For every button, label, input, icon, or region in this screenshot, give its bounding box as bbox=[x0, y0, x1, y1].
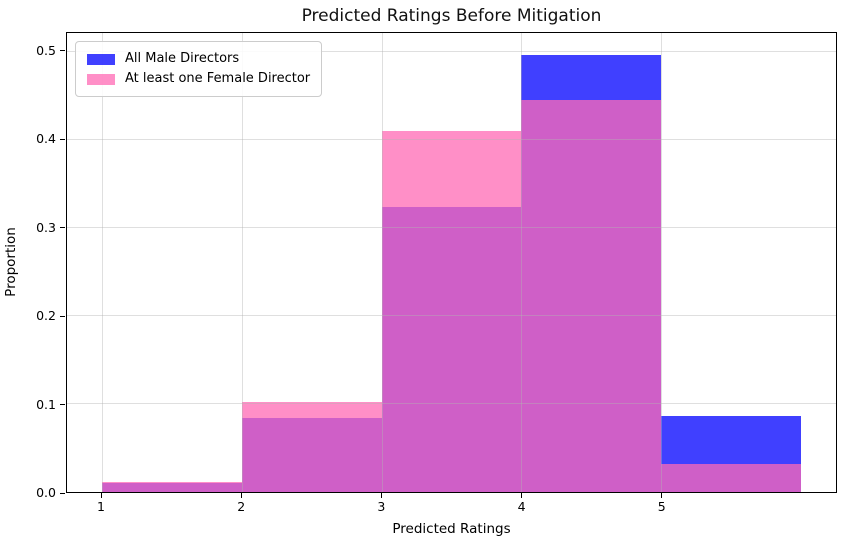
y-axis-label: Proportion bbox=[3, 227, 19, 297]
bars-layer bbox=[67, 33, 836, 492]
bar-pink-bin1 bbox=[101, 482, 242, 492]
y-tick-label-0.2: 0.2 bbox=[36, 308, 56, 324]
bar-pink-bin2 bbox=[241, 402, 382, 492]
x-tick-4 bbox=[521, 493, 523, 498]
x-tick-label-5: 5 bbox=[657, 499, 666, 514]
y-tick-label-0.4: 0.4 bbox=[36, 131, 56, 147]
gridline-y-0.2 bbox=[67, 314, 836, 316]
y-tick-label-0.3: 0.3 bbox=[36, 219, 56, 235]
legend-label: At least one Female Director bbox=[125, 71, 311, 86]
gridline-y-0.5 bbox=[67, 50, 836, 52]
y-tick-0.1 bbox=[60, 404, 65, 406]
x-tick-label-1: 1 bbox=[97, 499, 105, 514]
gridline-x-4 bbox=[521, 33, 523, 492]
gridline-x-5 bbox=[661, 33, 663, 492]
y-tick-label-0: 0.0 bbox=[36, 485, 56, 500]
legend-swatch-blue bbox=[87, 53, 115, 65]
plot-area: All Male Directors At least one Female D… bbox=[66, 32, 837, 493]
y-tick-0.5 bbox=[60, 50, 65, 52]
gridline-x-2 bbox=[241, 33, 243, 492]
grid-layer bbox=[67, 33, 836, 492]
x-tick-label-4: 4 bbox=[517, 499, 526, 514]
bar-pink-bin3 bbox=[381, 130, 522, 492]
legend-label: All Male Directors bbox=[125, 51, 240, 66]
y-tick-0.4 bbox=[60, 138, 65, 140]
x-tick-3 bbox=[380, 493, 382, 498]
x-axis-label: Predicted Ratings bbox=[392, 521, 511, 537]
gridline-y-0.4 bbox=[67, 138, 836, 140]
x-tick-label-3: 3 bbox=[377, 499, 386, 514]
legend-entry-all-male-directors: All Male Directors bbox=[87, 49, 310, 69]
bar-pink-bin4 bbox=[521, 99, 662, 492]
gridline-x-3 bbox=[381, 33, 383, 492]
gridline-y-0.3 bbox=[67, 226, 836, 228]
x-tick-5 bbox=[661, 493, 663, 498]
gridline-y-0.1 bbox=[67, 402, 836, 404]
y-tick-0 bbox=[60, 492, 65, 494]
legend-swatch-pink bbox=[87, 73, 115, 85]
x-tick-1 bbox=[100, 493, 102, 498]
y-tick-label-0.1: 0.1 bbox=[36, 396, 56, 412]
x-tick-2 bbox=[240, 493, 242, 498]
y-tick-label-0.5: 0.5 bbox=[36, 42, 56, 58]
y-tick-0.3 bbox=[60, 227, 65, 229]
gridline-x-1 bbox=[101, 33, 103, 492]
legend-entry-female-director: At least one Female Director bbox=[87, 69, 310, 89]
x-tick-label-2: 2 bbox=[237, 499, 246, 514]
y-tick-0.2 bbox=[60, 315, 65, 317]
bar-pink-bin5 bbox=[661, 463, 802, 492]
chart-title: Predicted Ratings Before Mitigation bbox=[301, 6, 602, 26]
legend: All Male Directors At least one Female D… bbox=[75, 41, 323, 97]
